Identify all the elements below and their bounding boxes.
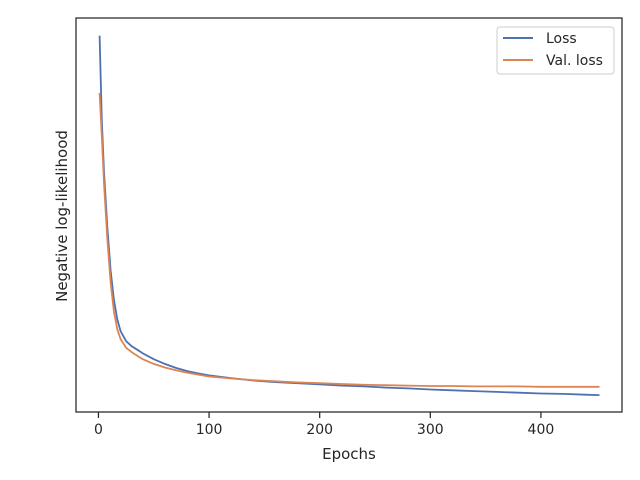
x-tick-label: 0 — [94, 422, 103, 438]
y-axis-label: Negative log-likelihood — [53, 130, 71, 302]
legend-label-loss: Loss — [546, 31, 577, 47]
x-axis-ticks: 0 100 200 300 400 — [94, 412, 554, 438]
x-tick-label: 100 — [196, 422, 223, 438]
axes-frame — [75, 17, 623, 413]
plot-area: 0 100 200 300 400 — [75, 17, 623, 438]
x-tick-label: 400 — [528, 422, 555, 438]
series-line-val-loss — [98, 92, 600, 388]
x-tick-label: 200 — [306, 422, 333, 438]
legend: Loss Val. loss — [496, 26, 615, 75]
x-axis-label: Epochs — [322, 445, 376, 463]
x-tick-label: 300 — [417, 422, 444, 438]
legend-label-val-loss: Val. loss — [546, 53, 603, 69]
series-layer — [98, 35, 600, 396]
